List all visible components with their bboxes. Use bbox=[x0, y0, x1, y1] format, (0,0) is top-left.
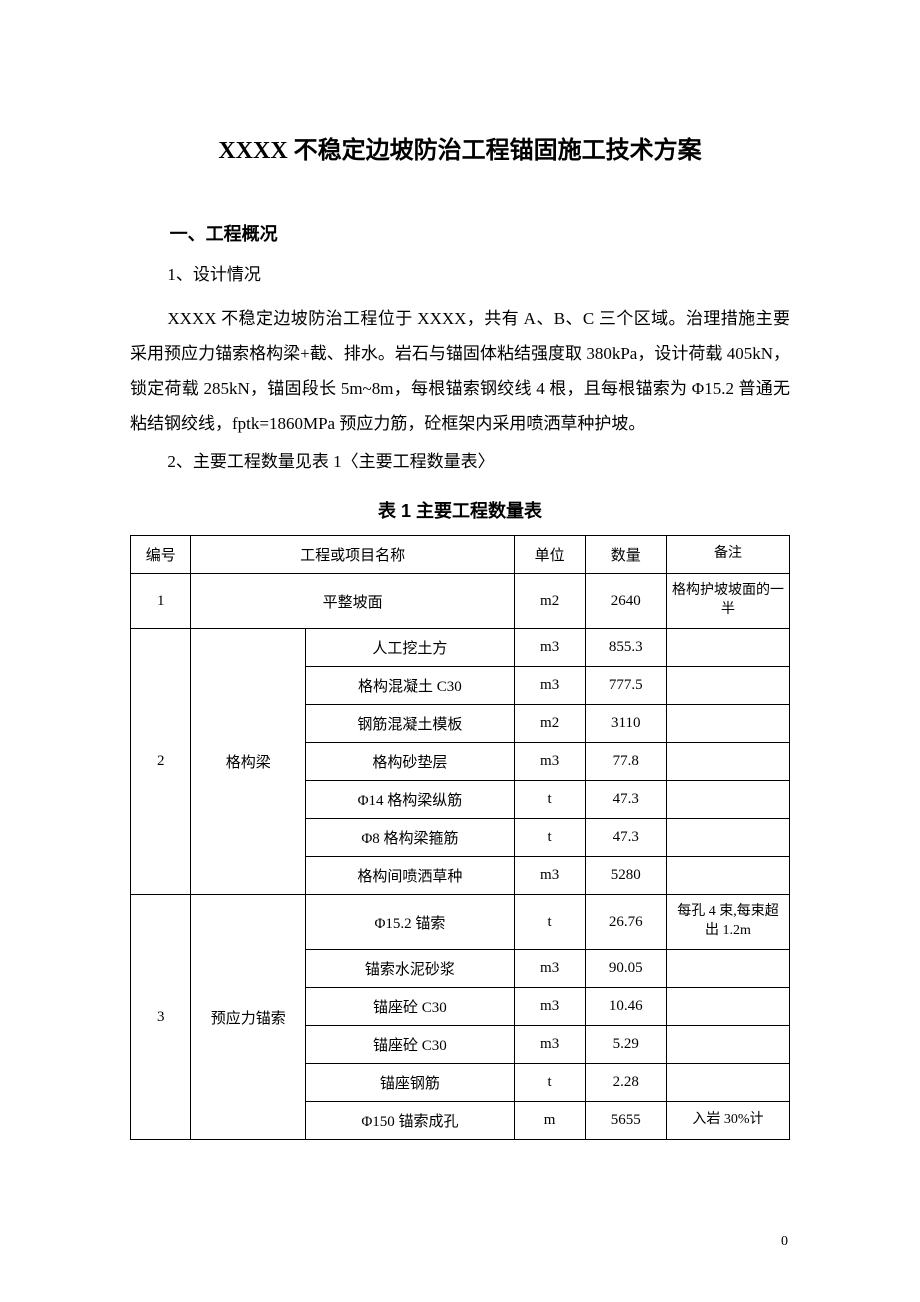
cell-name: Φ8 格构梁箍筋 bbox=[306, 819, 515, 857]
cell-unit: m3 bbox=[514, 857, 585, 895]
cell-qty: 5655 bbox=[585, 1101, 666, 1139]
cell-note bbox=[666, 743, 789, 781]
cell-unit: m3 bbox=[514, 949, 585, 987]
th-num: 编号 bbox=[131, 536, 191, 574]
cell-note: 每孔 4 束,每束超出 1.2m bbox=[666, 895, 789, 950]
cell-num: 1 bbox=[131, 574, 191, 629]
cell-name: 人工挖土方 bbox=[306, 629, 515, 667]
cell-qty: 2.28 bbox=[585, 1063, 666, 1101]
subsection-1-1: 1、设计情况 bbox=[130, 258, 790, 292]
cell-qty: 855.3 bbox=[585, 629, 666, 667]
th-unit: 单位 bbox=[514, 536, 585, 574]
cell-name: 格构混凝土 C30 bbox=[306, 667, 515, 705]
cell-qty: 47.3 bbox=[585, 819, 666, 857]
cell-note: 格构护坡坡面的一半 bbox=[666, 574, 789, 629]
cell-qty: 77.8 bbox=[585, 743, 666, 781]
cell-unit: m2 bbox=[514, 574, 585, 629]
cell-qty: 5.29 bbox=[585, 1025, 666, 1063]
cell-unit: t bbox=[514, 1063, 585, 1101]
cell-sub: 预应力锚索 bbox=[191, 895, 306, 1140]
cell-name: 平整坡面 bbox=[191, 574, 514, 629]
cell-qty: 10.46 bbox=[585, 987, 666, 1025]
cell-note bbox=[666, 667, 789, 705]
cell-unit: m bbox=[514, 1101, 585, 1139]
cell-qty: 2640 bbox=[585, 574, 666, 629]
cell-note bbox=[666, 705, 789, 743]
cell-name: 锚座钢筋 bbox=[306, 1063, 515, 1101]
cell-name: 锚座砼 C30 bbox=[306, 987, 515, 1025]
cell-name: Φ14 格构梁纵筋 bbox=[306, 781, 515, 819]
cell-qty: 26.76 bbox=[585, 895, 666, 950]
cell-name: Φ150 锚索成孔 bbox=[306, 1101, 515, 1139]
cell-note bbox=[666, 1063, 789, 1101]
cell-note bbox=[666, 987, 789, 1025]
paragraph-1: XXXX 不稳定边坡防治工程位于 XXXX，共有 A、B、C 三个区域。治理措施… bbox=[130, 302, 790, 441]
cell-note bbox=[666, 857, 789, 895]
cell-name: 锚座砼 C30 bbox=[306, 1025, 515, 1063]
cell-unit: t bbox=[514, 895, 585, 950]
cell-unit: m2 bbox=[514, 705, 585, 743]
table-header-row: 编号 工程或项目名称 单位 数量 备注 bbox=[131, 536, 790, 574]
cell-unit: t bbox=[514, 819, 585, 857]
cell-note bbox=[666, 629, 789, 667]
cell-note bbox=[666, 1025, 789, 1063]
cell-name: Φ15.2 锚索 bbox=[306, 895, 515, 950]
cell-num: 3 bbox=[131, 895, 191, 1140]
page-number: 0 bbox=[781, 1234, 788, 1250]
section-1-heading: 一、工程概况 bbox=[130, 220, 790, 246]
cell-name: 钢筋混凝土模板 bbox=[306, 705, 515, 743]
cell-note: 入岩 30%计 bbox=[666, 1101, 789, 1139]
cell-qty: 47.3 bbox=[585, 781, 666, 819]
cell-unit: m3 bbox=[514, 987, 585, 1025]
th-qty: 数量 bbox=[585, 536, 666, 574]
cell-unit: m3 bbox=[514, 629, 585, 667]
cell-note bbox=[666, 819, 789, 857]
cell-qty: 90.05 bbox=[585, 949, 666, 987]
document-title: XXXX 不稳定边坡防治工程锚固施工技术方案 bbox=[130, 130, 790, 165]
cell-unit: m3 bbox=[514, 1025, 585, 1063]
cell-name: 锚索水泥砂浆 bbox=[306, 949, 515, 987]
cell-qty: 5280 bbox=[585, 857, 666, 895]
cell-note bbox=[666, 949, 789, 987]
quantity-table: 编号 工程或项目名称 单位 数量 备注 1 平整坡面 m2 2640 格构护坡坡… bbox=[130, 535, 790, 1140]
table-row: 3 预应力锚索 Φ15.2 锚索 t 26.76 每孔 4 束,每束超出 1.2… bbox=[131, 895, 790, 950]
cell-qty: 777.5 bbox=[585, 667, 666, 705]
th-name: 工程或项目名称 bbox=[191, 536, 514, 574]
table-row: 1 平整坡面 m2 2640 格构护坡坡面的一半 bbox=[131, 574, 790, 629]
cell-note bbox=[666, 781, 789, 819]
cell-num: 2 bbox=[131, 629, 191, 895]
subsection-1-2: 2、主要工程数量见表 1〈主要工程数量表〉 bbox=[130, 445, 790, 479]
cell-unit: t bbox=[514, 781, 585, 819]
table-1-caption: 表 1 主要工程数量表 bbox=[130, 497, 790, 523]
table-row: 2 格构梁 人工挖土方 m3 855.3 bbox=[131, 629, 790, 667]
cell-qty: 3110 bbox=[585, 705, 666, 743]
cell-unit: m3 bbox=[514, 743, 585, 781]
th-note: 备注 bbox=[666, 536, 789, 574]
cell-sub: 格构梁 bbox=[191, 629, 306, 895]
cell-unit: m3 bbox=[514, 667, 585, 705]
cell-name: 格构间喷洒草种 bbox=[306, 857, 515, 895]
cell-name: 格构砂垫层 bbox=[306, 743, 515, 781]
